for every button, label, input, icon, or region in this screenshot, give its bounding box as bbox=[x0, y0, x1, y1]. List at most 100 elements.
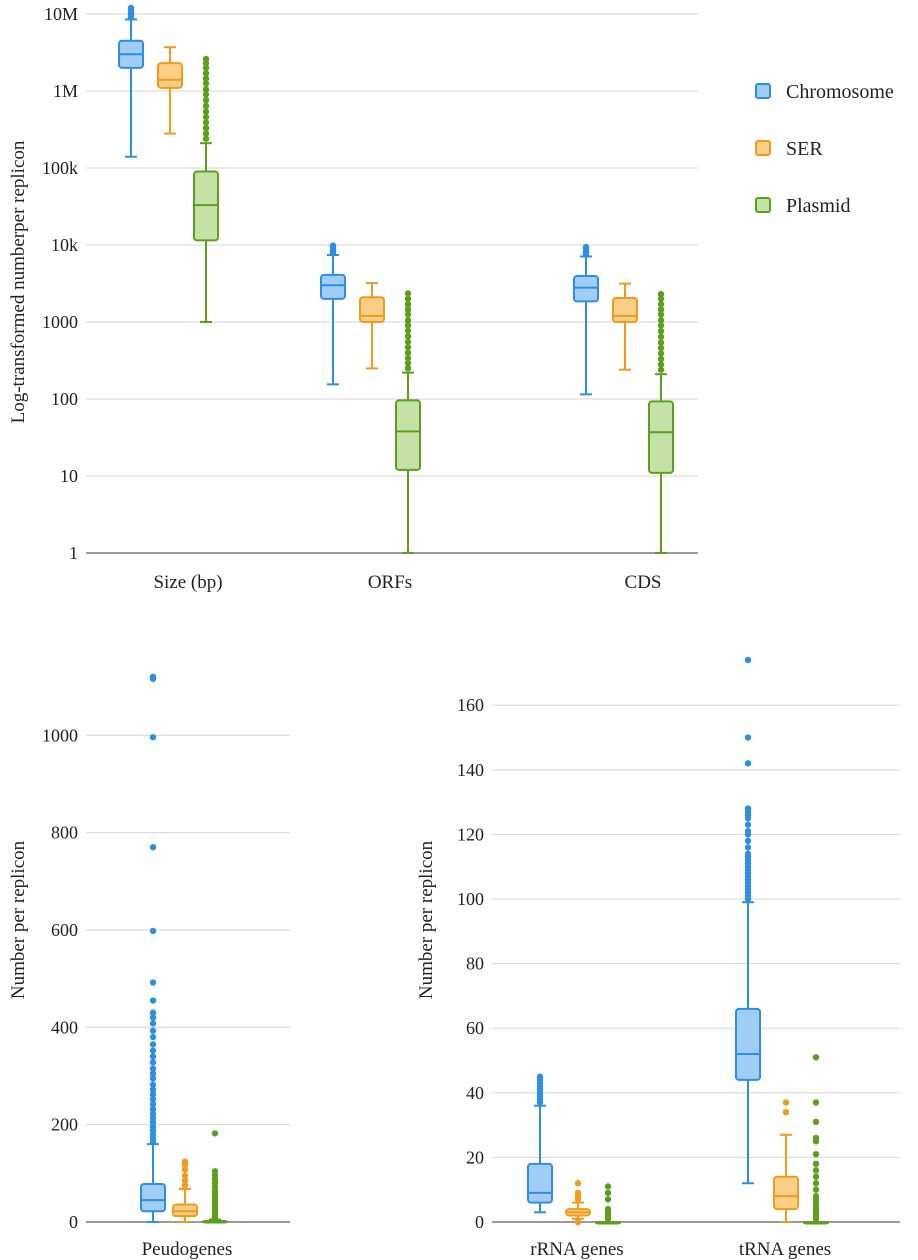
category-label-orfs: ORFs bbox=[368, 572, 412, 593]
outlier-point bbox=[744, 760, 752, 767]
legend-swatch-ser bbox=[755, 140, 771, 156]
outlier-point bbox=[744, 656, 752, 664]
box-iqr bbox=[648, 400, 674, 474]
outlier-point bbox=[202, 124, 210, 132]
outlier-point bbox=[812, 1180, 820, 1187]
box-plasmid-cds bbox=[648, 290, 674, 554]
box-ser-orfs bbox=[359, 282, 385, 370]
y-tick-label: 0 bbox=[69, 1212, 78, 1232]
box-iqr bbox=[359, 296, 385, 324]
box-iqr bbox=[320, 273, 346, 300]
outlier-point bbox=[782, 1099, 790, 1106]
category-label-rrna-genes: rRNA genes bbox=[530, 1239, 623, 1260]
outlier-point bbox=[744, 805, 752, 812]
outlier-point bbox=[812, 1167, 820, 1174]
outlier-point bbox=[202, 86, 210, 93]
y-tick-label: 1000 bbox=[42, 725, 78, 745]
box-iqr bbox=[573, 275, 599, 303]
outlier-point bbox=[657, 317, 665, 324]
outlier-point bbox=[149, 1020, 157, 1027]
outlier-point bbox=[149, 1065, 157, 1072]
y-tick-label: 100 bbox=[51, 389, 78, 409]
outlier-point bbox=[582, 243, 590, 251]
outlier-point bbox=[574, 1189, 582, 1197]
outlier-point bbox=[812, 1054, 820, 1061]
outlier-point bbox=[657, 339, 665, 346]
outlier-point bbox=[149, 844, 157, 851]
outlier-point bbox=[744, 827, 752, 835]
outlier-point bbox=[202, 119, 210, 126]
box-ser-rrna-genes bbox=[565, 1180, 591, 1226]
outlier-point bbox=[202, 113, 210, 121]
outlier-point bbox=[404, 290, 412, 297]
outlier-point bbox=[202, 102, 210, 110]
box-plasmid-trna-genes bbox=[803, 1054, 829, 1225]
outlier-point bbox=[149, 1059, 157, 1066]
y-tick-label: 160 bbox=[457, 695, 484, 715]
outlier-point bbox=[657, 301, 665, 308]
y-tick-label: 100k bbox=[42, 158, 78, 178]
outlier-point bbox=[149, 1070, 157, 1077]
y-tick-label: 20 bbox=[466, 1147, 484, 1167]
outlier-point bbox=[202, 70, 210, 77]
outlier-point bbox=[149, 1033, 157, 1041]
y-tick-label: 100 bbox=[457, 889, 484, 909]
box-plasmid-orfs bbox=[395, 290, 421, 554]
outlier-point bbox=[149, 734, 157, 741]
outlier-point bbox=[812, 1186, 820, 1193]
y-tick-label: 60 bbox=[466, 1018, 484, 1038]
outlier-point bbox=[404, 317, 412, 324]
outlier-point bbox=[149, 1081, 157, 1088]
outlier-point bbox=[181, 1158, 189, 1165]
box-iqr bbox=[140, 1183, 166, 1213]
outlier-point bbox=[149, 979, 157, 986]
y-axis-label: Number per replicon bbox=[416, 840, 437, 999]
outlier-point bbox=[404, 360, 412, 367]
box-iqr bbox=[395, 399, 421, 471]
outlier-point bbox=[657, 306, 665, 313]
outlier-point bbox=[149, 1101, 157, 1108]
outlier-point bbox=[657, 327, 665, 335]
outlier-point bbox=[604, 1189, 612, 1197]
box-ser-size-bp bbox=[157, 46, 183, 135]
outlier-point bbox=[181, 1177, 189, 1184]
outlier-point bbox=[149, 1086, 157, 1093]
outlier-point bbox=[202, 64, 210, 72]
box-chromosome-rrna-genes bbox=[527, 1073, 553, 1214]
y-tick-label: 140 bbox=[457, 760, 484, 780]
box-iqr bbox=[612, 296, 638, 324]
pseudogenes-panel: 0 200 400 600 800 1000 Number per replicon Peud… bbox=[8, 673, 290, 1260]
outlier-point bbox=[202, 130, 210, 137]
outlier-point bbox=[657, 290, 665, 298]
outlier-point bbox=[812, 1099, 820, 1106]
outlier-point bbox=[404, 344, 412, 351]
outlier-point bbox=[149, 997, 157, 1004]
outlier-point bbox=[574, 1180, 582, 1187]
legend-label-ser: SER bbox=[786, 138, 823, 160]
box-chromosome-orfs bbox=[320, 242, 346, 386]
y-tick-label: 200 bbox=[51, 1115, 78, 1135]
outlier-point bbox=[657, 344, 665, 352]
box-ser-cds bbox=[612, 282, 638, 371]
outlier-point bbox=[127, 4, 135, 12]
category-label-size-bp: Size (bp) bbox=[153, 572, 222, 593]
legend: Chromosome SER Plasmid bbox=[755, 81, 894, 217]
outlier-point bbox=[604, 1205, 612, 1213]
y-tick-label: 0 bbox=[475, 1212, 484, 1232]
outlier-point bbox=[181, 1172, 189, 1179]
y-tick-label: 400 bbox=[51, 1017, 78, 1037]
outlier-point bbox=[812, 1173, 820, 1180]
outlier-point bbox=[149, 1047, 157, 1054]
outlier-point bbox=[181, 1182, 189, 1189]
outlier-point bbox=[404, 306, 412, 313]
legend-swatch-chromosome bbox=[755, 83, 771, 99]
box-chromosome-size-bp bbox=[118, 4, 144, 158]
outlier-point bbox=[211, 1130, 219, 1137]
outlier-point bbox=[404, 327, 412, 334]
outlier-point bbox=[404, 311, 412, 318]
box-plasmid-rrna-genes bbox=[595, 1183, 621, 1225]
box-chromosome-peudogenes bbox=[140, 673, 166, 1223]
outlier-point bbox=[404, 354, 412, 362]
category-label-cds: CDS bbox=[625, 572, 662, 593]
